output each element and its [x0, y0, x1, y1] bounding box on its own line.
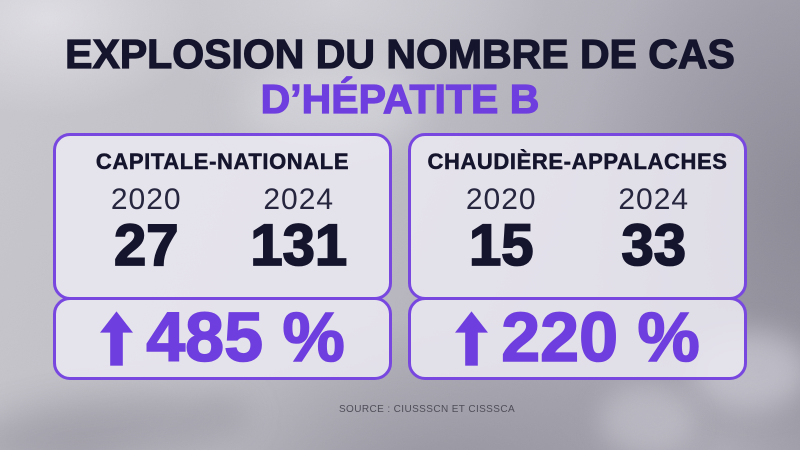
case-count: 15	[468, 213, 534, 278]
stat-card-bottom-panel: 485 %	[53, 296, 392, 380]
region-label: CHAUDIÈRE-APPALACHES	[427, 149, 728, 175]
up-arrow-icon	[100, 310, 134, 366]
year-column-2024: 2024 131	[244, 183, 354, 275]
year-label: 2020	[465, 183, 537, 216]
year-label: 2024	[263, 183, 335, 216]
background-light-blob	[600, 385, 695, 450]
stat-card-top-panel: CAPITALE-NATIONALE 2020 27 2024 131	[53, 133, 392, 300]
stat-card-top-panel: CHAUDIÈRE-APPALACHES 2020 15 2024 33	[408, 133, 747, 300]
stat-cards-row: CAPITALE-NATIONALE 2020 27 2024 131	[0, 133, 800, 380]
change-percent: 485 %	[145, 297, 345, 376]
case-count: 27	[113, 213, 179, 278]
case-count: 33	[621, 213, 687, 278]
up-arrow-icon	[455, 310, 489, 366]
region-label: CAPITALE-NATIONALE	[95, 149, 350, 175]
headline-line2: D’HÉPATITE B	[260, 75, 540, 122]
stat-card-bottom-panel: 220 %	[408, 296, 747, 380]
year-label: 2020	[110, 183, 182, 216]
year-column-2024: 2024 33	[599, 183, 709, 275]
headline-line1: EXPLOSION DU NOMBRE DE CAS	[65, 31, 736, 77]
change-percent: 220 %	[500, 297, 700, 376]
year-columns: 2020 15 2024 33	[411, 183, 744, 275]
year-column-2020: 2020 27	[91, 183, 201, 275]
case-count: 131	[249, 213, 348, 278]
source-caption: SOURCE : CIUSSSCN ET CISSSCA	[338, 404, 516, 415]
year-columns: 2020 27 2024 131	[56, 183, 389, 275]
stat-card-capitale-nationale: CAPITALE-NATIONALE 2020 27 2024 131	[53, 133, 392, 380]
year-column-2020: 2020 15	[446, 183, 556, 275]
headline: EXPLOSION DU NOMBRE DE CAS D’HÉPATITE B	[0, 31, 800, 122]
stat-card-chaudiere-appalaches: CHAUDIÈRE-APPALACHES 2020 15 2024 33	[408, 133, 747, 380]
year-label: 2024	[618, 183, 690, 216]
background-dark-streak	[0, 383, 253, 450]
